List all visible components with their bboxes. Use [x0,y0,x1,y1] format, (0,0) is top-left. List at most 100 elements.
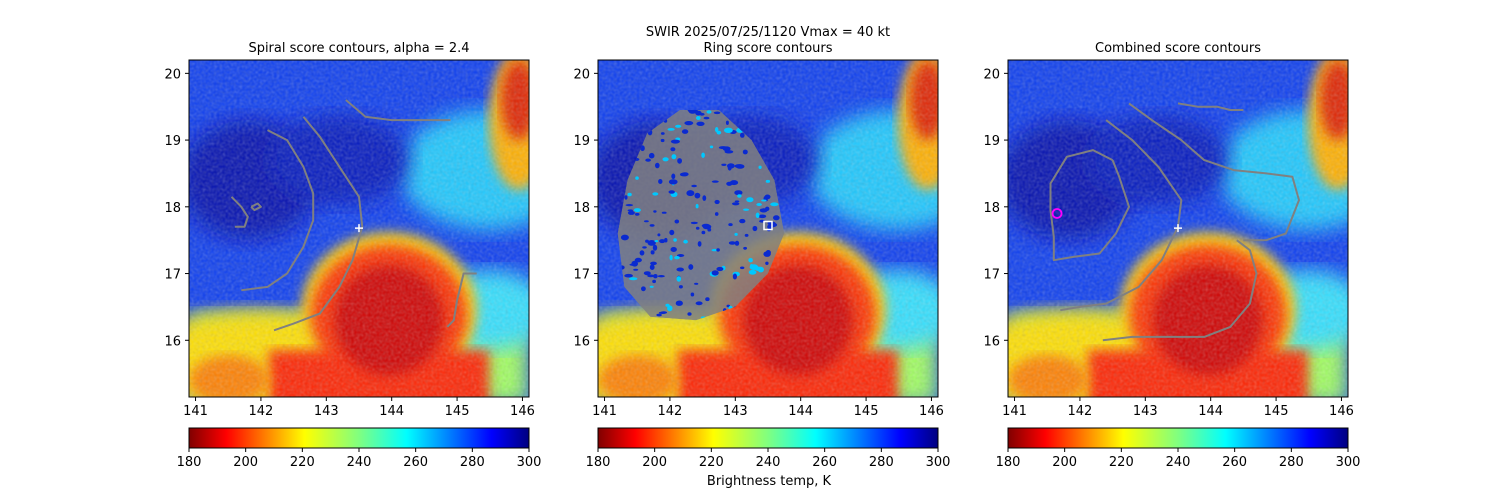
contour-hole [724,150,734,154]
contour-hole [639,250,645,256]
contour-hole [688,110,697,114]
contour-line [241,129,315,292]
contour-group [230,99,477,332]
contour-line [1060,119,1183,312]
contour-hole [701,230,706,235]
contour-hole [627,210,635,215]
contour-hole [706,110,712,114]
y-tick-label: 19 [983,134,1000,149]
contour-hole [620,234,629,241]
contour-hole [732,202,740,206]
axes-frame [597,59,939,398]
contour-hole [734,232,738,236]
panel-title: Combined score contours [1095,41,1261,56]
panel-title: Ring score contours [703,41,832,56]
contour-hole [658,311,667,314]
contour-hole [761,199,767,202]
colorbar-tick-label: 240 [1166,455,1191,470]
x-tick-label: 143 [723,404,748,419]
contour-hole [668,190,675,194]
contour-hole [748,269,757,275]
y-tick-label: 19 [164,134,181,149]
contour-hole [655,162,660,169]
contour-hole [726,181,733,186]
x-tick-label: 141 [592,404,617,419]
contour-hole [642,246,647,249]
colorbar-tick-label: 280 [460,455,485,470]
contour-hole [732,273,738,280]
y-tick-label: 16 [573,334,590,349]
contour-hole [755,212,760,219]
colorbar-tick-label: 220 [290,455,315,470]
axes-frame [188,59,530,398]
contour-hole [673,238,677,242]
contour-hole [759,208,768,213]
contour-hole [744,233,749,237]
contour-hole [725,120,729,126]
contour-hole [705,297,710,302]
contour-line [250,202,262,212]
contour-hole [765,179,771,183]
contour-hole [671,173,676,180]
contour-hole [635,176,639,180]
contour-hole [677,158,682,164]
contour-hole [773,215,780,221]
contour-hole [683,239,688,244]
heatmap-image [598,60,938,397]
contour-hole [765,261,769,265]
contour-hole [674,219,680,224]
y-tick-label: 17 [164,268,181,283]
colorbar [1007,427,1349,449]
contour-hole [742,149,748,155]
contour-hole [676,276,682,282]
contour-hole [695,226,700,230]
colorbar-tick-label: 200 [1052,455,1077,470]
x-tick-label: 142 [1068,404,1093,419]
contour-line [345,99,451,122]
colorbar-tick-label: 200 [642,455,667,470]
contour-hole [652,279,656,284]
contour-hole [716,266,724,272]
contour-hole [711,270,719,276]
center-square-marker [763,220,773,231]
contour-hole [728,241,736,245]
contour-hole [653,274,658,279]
contour-hole [633,208,641,213]
contour-hole [633,268,639,271]
contour-hole [670,247,677,252]
x-tick-label: 146 [1329,404,1354,419]
y-tick-label: 20 [983,67,1000,82]
contour-line [446,272,477,328]
contour-hole [667,305,673,312]
contour-hole [631,260,638,267]
contour-group [1049,102,1300,342]
contour-hole [648,152,655,159]
contour-hole [670,139,680,144]
contour-hole [662,157,669,162]
contour-hole [684,121,694,126]
colorbar-tick-label: 300 [1336,455,1361,470]
contour-hole [711,248,718,252]
contour-hole [652,192,659,196]
panel-title: Spiral score contours, alpha = 2.4 [248,41,469,56]
contour-hole [721,163,727,166]
contour-hole [649,224,655,227]
contour-hole [691,184,697,188]
contour-hole [690,221,698,225]
colorbar-tick-label: 260 [403,455,428,470]
contour-hole [743,246,747,250]
contour-hole [674,256,680,260]
contour-hole [687,110,691,112]
contour-hole [694,192,701,199]
contour-line [230,196,249,228]
contour-hole [659,239,666,244]
contour-hole [734,200,740,203]
contour-hole [727,163,735,169]
x-tick-label: 144 [1198,404,1223,419]
contour-hole [695,204,699,209]
y-tick-label: 18 [164,201,181,216]
colorbar-tick-label: 260 [1222,455,1247,470]
contour-hole [743,208,750,211]
contour-hole [641,286,646,292]
contour-hole [668,179,678,185]
